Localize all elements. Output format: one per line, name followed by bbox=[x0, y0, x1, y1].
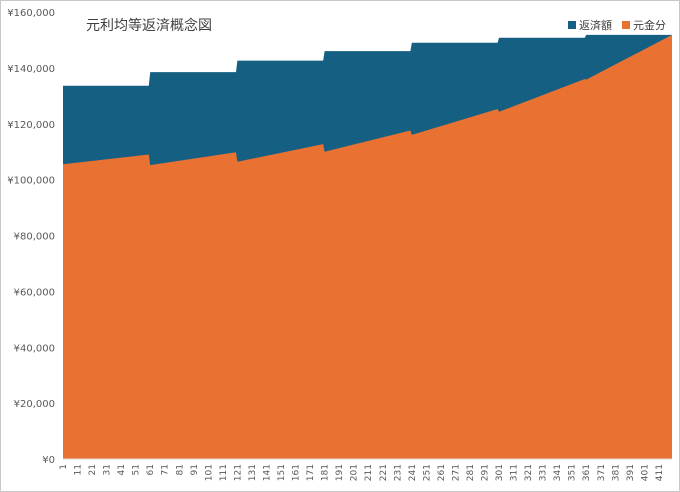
x-tick-label: 251 bbox=[422, 464, 432, 481]
legend-swatch-principal bbox=[622, 21, 630, 29]
y-tick-label: ¥20,000 bbox=[14, 399, 55, 410]
x-tick-label: 371 bbox=[597, 464, 607, 481]
x-tick-label: 361 bbox=[582, 464, 592, 481]
x-tick-label: 191 bbox=[335, 464, 345, 481]
x-tick-label: 401 bbox=[640, 464, 650, 481]
x-tick-label: 1 bbox=[59, 464, 69, 470]
x-tick-label: 141 bbox=[262, 464, 272, 481]
x-tick-label: 241 bbox=[408, 464, 418, 481]
legend-item-payment: 返済額 bbox=[568, 17, 612, 33]
y-tick-label: ¥60,000 bbox=[14, 287, 55, 298]
x-tick-label: 161 bbox=[292, 464, 302, 481]
x-tick-label: 181 bbox=[321, 464, 331, 481]
x-tick-label: 221 bbox=[379, 464, 389, 481]
legend-label-payment: 返済額 bbox=[579, 19, 612, 32]
y-tick-label: ¥140,000 bbox=[7, 64, 55, 75]
x-tick-label: 291 bbox=[481, 464, 491, 481]
x-tick-label: 331 bbox=[539, 464, 549, 481]
x-tick-label: 11 bbox=[74, 464, 84, 475]
y-tick-label: ¥80,000 bbox=[14, 232, 55, 243]
x-tick-label: 71 bbox=[161, 464, 171, 475]
x-tick-label: 91 bbox=[190, 464, 200, 475]
x-tick-label: 391 bbox=[626, 464, 636, 481]
legend: 返済額 元金分 bbox=[568, 17, 666, 33]
y-tick-label: ¥0 bbox=[42, 455, 55, 466]
x-tick-label: 21 bbox=[88, 464, 98, 475]
x-tick-label: 31 bbox=[103, 464, 113, 475]
y-tick-label: ¥160,000 bbox=[7, 8, 55, 19]
x-tick-label: 301 bbox=[495, 464, 505, 481]
x-tick-label: 41 bbox=[117, 464, 127, 475]
legend-swatch-payment bbox=[568, 21, 576, 29]
x-tick-label: 281 bbox=[466, 464, 476, 481]
x-tick-label: 131 bbox=[248, 464, 258, 481]
x-tick-label: 341 bbox=[553, 464, 563, 481]
x-tick-label: 261 bbox=[437, 464, 447, 481]
y-tick-label: ¥100,000 bbox=[7, 176, 55, 187]
x-tick-label: 101 bbox=[204, 464, 214, 481]
x-tick-label: 321 bbox=[524, 464, 534, 481]
y-tick-label: ¥40,000 bbox=[14, 343, 55, 354]
legend-label-principal: 元金分 bbox=[633, 19, 666, 32]
x-tick-label: 351 bbox=[568, 464, 578, 481]
x-tick-label: 211 bbox=[364, 464, 374, 481]
x-tick-label: 231 bbox=[393, 464, 403, 481]
x-tick-label: 51 bbox=[132, 464, 142, 475]
chart-title: 元利均等返済概念図 bbox=[86, 18, 212, 34]
x-tick-label: 381 bbox=[611, 464, 621, 481]
x-tick-label: 201 bbox=[350, 464, 360, 481]
x-tick-label: 171 bbox=[306, 464, 316, 481]
x-tick-label: 81 bbox=[175, 464, 185, 475]
legend-item-principal: 元金分 bbox=[622, 17, 666, 33]
series-area-principal bbox=[63, 34, 672, 459]
x-tick-label: 61 bbox=[146, 464, 156, 475]
y-tick-label: ¥120,000 bbox=[7, 120, 55, 131]
x-tick-label: 271 bbox=[451, 464, 461, 481]
x-tick-label: 311 bbox=[510, 464, 520, 481]
x-tick-label: 121 bbox=[233, 464, 243, 481]
x-tick-label: 151 bbox=[277, 464, 287, 481]
x-tick-label: 411 bbox=[655, 464, 665, 481]
x-tick-label: 111 bbox=[219, 464, 229, 481]
